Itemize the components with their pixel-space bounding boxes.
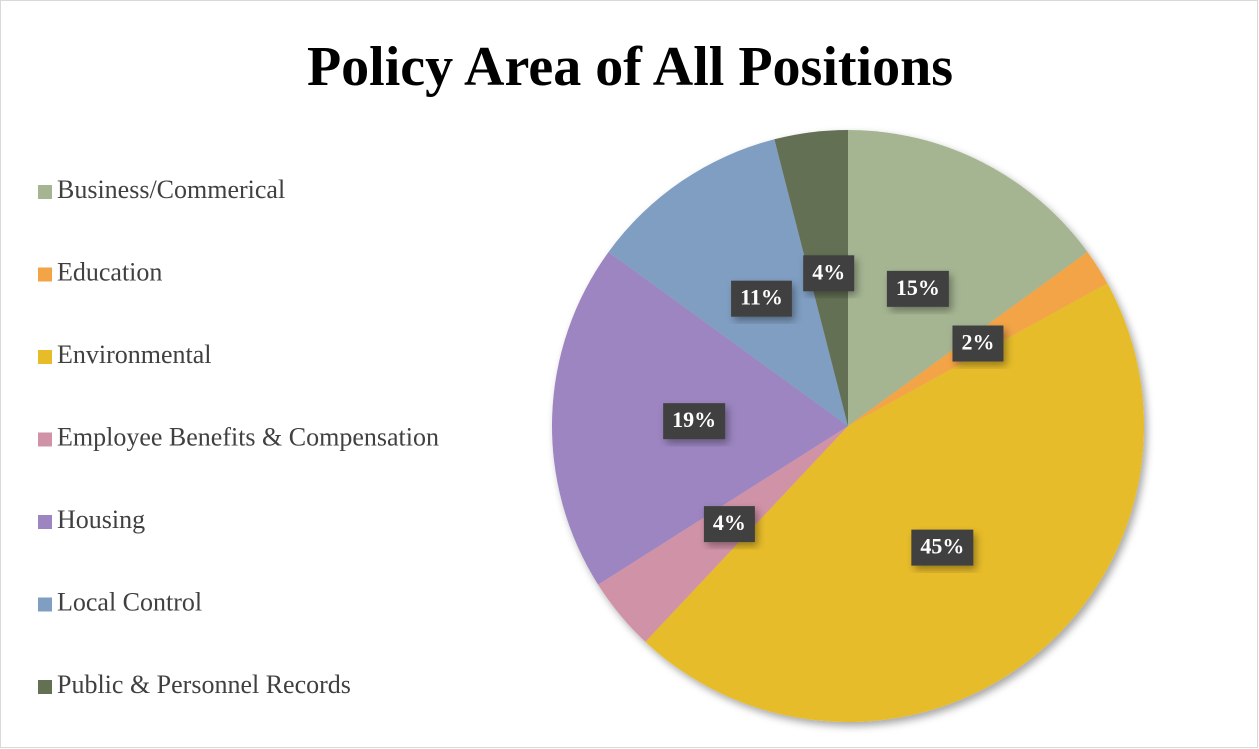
data-labels: 15% 2% 45% 4% 19% 11% 4% (663, 255, 1004, 566)
data-label: 2% (952, 325, 1004, 362)
data-label-box (663, 403, 726, 440)
pie-slice (608, 139, 848, 426)
data-label-text: 19% (672, 407, 716, 432)
data-label: 15% (886, 270, 949, 307)
legend-swatch (38, 267, 52, 282)
data-label-box (911, 529, 974, 566)
legend-swatch (38, 515, 52, 529)
data-label: 11% (731, 280, 792, 317)
legend-swatch (38, 350, 52, 364)
data-label-text: 4% (812, 259, 845, 284)
data-label-text: 2% (961, 330, 994, 355)
legend-label: Public & Personnel Records (57, 670, 351, 699)
legend-swatch (38, 185, 52, 199)
legend: Business/Commerical Education Environmenta… (38, 175, 439, 699)
data-label-text: 4% (713, 510, 746, 535)
pie-slice (645, 283, 1144, 722)
chart-title: Policy Area of All Positions (307, 36, 953, 98)
data-label: 45% (911, 529, 974, 566)
legend-label: Housing (57, 505, 145, 534)
legend-label: Local Control (57, 587, 202, 616)
legend-swatch (38, 680, 52, 694)
data-label-box (952, 325, 1004, 362)
pie (552, 130, 1144, 722)
data-label-text: 11% (740, 285, 783, 310)
data-label: 19% (663, 403, 726, 440)
data-label-box (703, 506, 755, 543)
data-label: 4% (703, 506, 755, 543)
data-label-text: 45% (920, 534, 964, 559)
data-label-box (731, 280, 792, 317)
data-label: 4% (803, 255, 855, 292)
data-label-box (886, 270, 949, 307)
pie-slice (848, 130, 1088, 426)
legend-label: Employee Benefits & Compensation (57, 422, 439, 451)
legend-label: Business/Commerical (57, 175, 285, 204)
data-label-text: 15% (896, 275, 940, 300)
legend-label: Environmental (57, 340, 212, 369)
data-label-box (803, 255, 855, 292)
legend-label: Education (57, 257, 162, 286)
legend-swatch (38, 597, 52, 612)
legend-swatch (38, 432, 52, 447)
